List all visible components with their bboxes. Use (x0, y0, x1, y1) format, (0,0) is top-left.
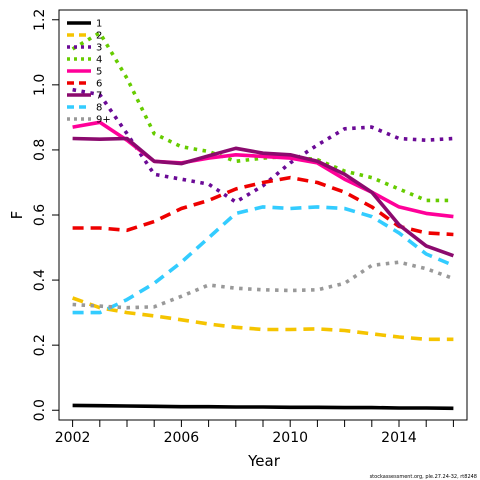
footnote: stockassessment.org, ple.27.24-32, rt824… (370, 474, 477, 480)
series-line-1 (72, 403, 454, 411)
y-tick-label: 1.0 (32, 74, 48, 96)
series-line-2 (71, 296, 454, 342)
legend-label: 8 (96, 103, 102, 114)
y-tick-label: 0.4 (32, 269, 48, 291)
legend-label: 7 (96, 91, 102, 102)
series-line-9plus (72, 260, 455, 310)
legend-label: 3 (96, 43, 102, 54)
legend-label: 9+ (96, 115, 111, 126)
series-line-4 (71, 30, 454, 203)
legend-label: 1 (96, 19, 102, 30)
legend-label: 5 (96, 67, 102, 78)
series-lines (71, 30, 455, 411)
x-tick-label: 2010 (272, 430, 308, 446)
y-tick-label: 0.8 (32, 139, 48, 161)
x-tick-label: 2006 (164, 430, 200, 446)
series-line-7 (72, 136, 455, 258)
legend-label: 2 (96, 31, 102, 42)
x-tick-label: 2002 (55, 430, 91, 446)
x-axis-title: Year (247, 452, 281, 470)
series-line-6 (72, 175, 454, 237)
legend-label: 6 (96, 79, 102, 90)
y-axis-title: F (8, 211, 26, 220)
x-axis: 2002 2006 2010 2014 (55, 420, 454, 446)
plot-frame (58, 9, 468, 421)
series-line-8 (72, 205, 455, 315)
y-tick-label: 0.6 (32, 204, 48, 226)
y-axis: 0.0 0.2 0.4 0.6 0.8 1.0 1.2 (32, 9, 59, 421)
legend-label: 4 (96, 55, 102, 66)
series-line-3 (72, 87, 454, 204)
y-tick-label: 0.2 (32, 334, 48, 356)
y-tick-label: 0.0 (32, 399, 48, 421)
y-tick-label: 1.2 (32, 9, 48, 31)
x-tick-label: 2014 (381, 430, 417, 446)
